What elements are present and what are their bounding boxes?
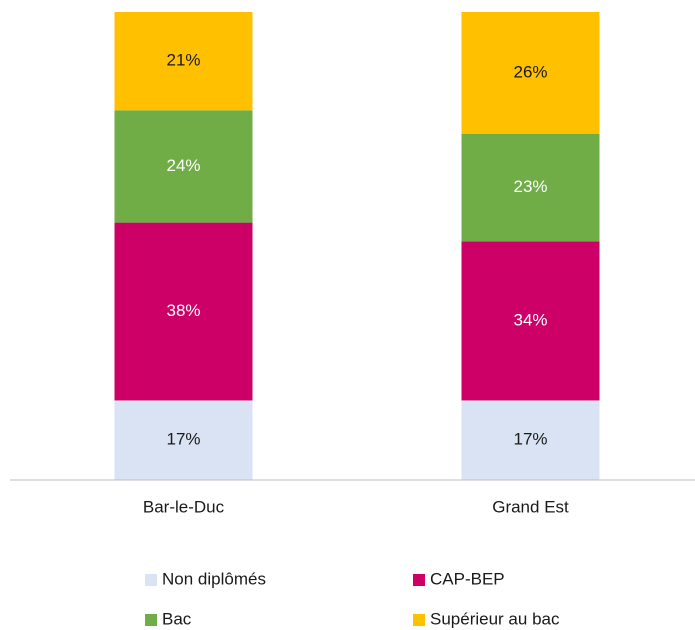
legend-swatch	[413, 574, 425, 586]
bar-segment	[461, 400, 600, 480]
bar-segment	[461, 12, 600, 134]
legend-label: Non diplômés	[162, 569, 266, 588]
legend-label: Supérieur au bac	[430, 609, 560, 628]
bar-segment	[461, 241, 600, 401]
value-label: 38%	[166, 301, 200, 320]
value-label: 24%	[166, 156, 200, 175]
value-label: 34%	[513, 310, 547, 329]
x-tick-label: Bar-le-Duc	[143, 497, 225, 516]
legend-swatch	[413, 614, 425, 626]
bar-segment	[114, 400, 253, 480]
bar-segment	[114, 110, 253, 223]
value-label: 21%	[166, 51, 200, 70]
x-tick-label: Grand Est	[492, 497, 569, 516]
value-label: 17%	[166, 430, 200, 449]
value-label: 17%	[513, 430, 547, 449]
bar-segment	[461, 133, 600, 242]
value-label: 23%	[513, 177, 547, 196]
legend-label: CAP-BEP	[430, 569, 505, 588]
bar-segment	[114, 222, 253, 401]
bar-segment	[114, 12, 253, 111]
legend-swatch	[145, 574, 157, 586]
value-label: 26%	[513, 62, 547, 81]
legend-swatch	[145, 614, 157, 626]
legend-label: Bac	[162, 609, 192, 628]
